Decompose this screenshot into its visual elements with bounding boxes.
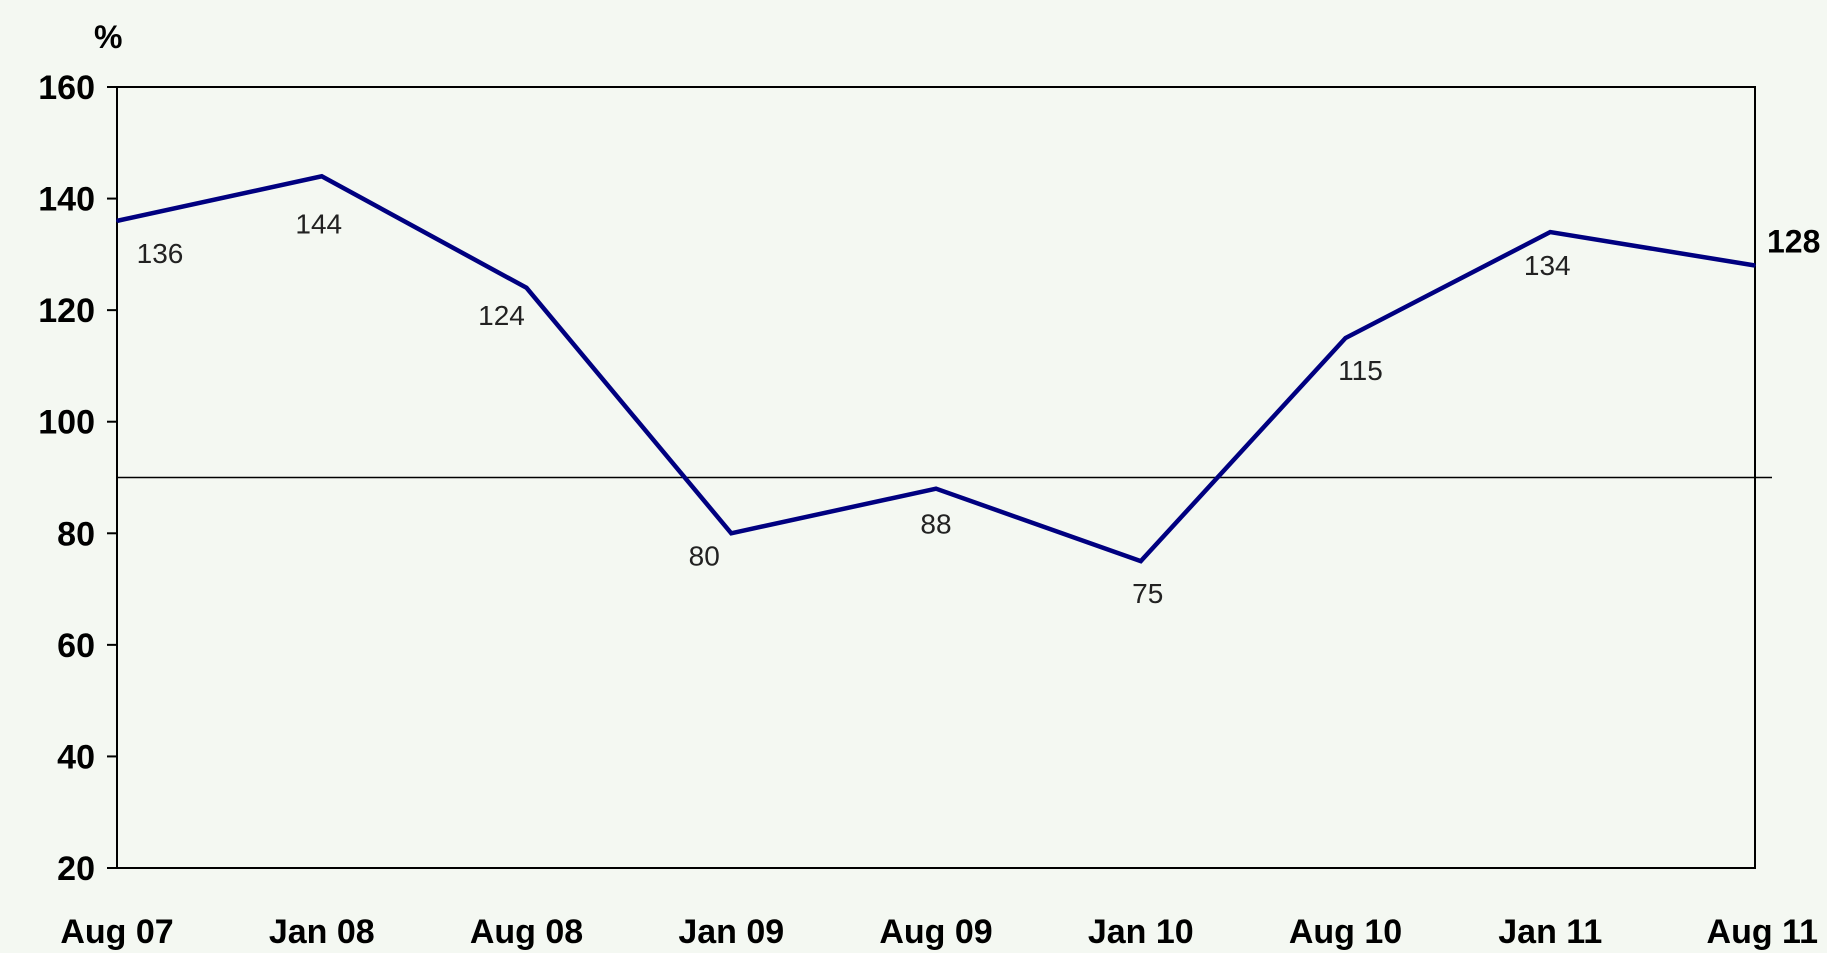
data-label: 88 — [920, 509, 951, 540]
x-tick-label: Jan 10 — [1088, 913, 1194, 951]
data-point — [1549, 231, 1552, 234]
y-tick-label: 160 — [38, 69, 95, 107]
data-point — [116, 219, 118, 222]
y-axis-unit-label: % — [94, 19, 122, 55]
series-group — [116, 173, 1756, 564]
y-axis-ticks: 160 140 120 100 80 60 40 20 — [38, 69, 117, 888]
x-tick-label: Aug 11 — [1707, 913, 1818, 951]
x-tick-label: Jan 09 — [678, 913, 784, 951]
data-point — [935, 487, 937, 490]
data-label: 80 — [689, 540, 720, 571]
data-label: 128 — [1767, 224, 1820, 260]
data-label: 134 — [1524, 250, 1571, 281]
y-tick-label: 80 — [57, 515, 95, 553]
y-tick-label: 120 — [38, 292, 95, 330]
data-point — [1139, 560, 1142, 563]
x-tick-label: Aug 08 — [470, 913, 583, 951]
y-tick-label: 40 — [57, 738, 95, 776]
data-point — [525, 286, 528, 289]
data-point — [320, 175, 323, 178]
data-point — [730, 532, 733, 535]
y-tick-label: 100 — [38, 404, 95, 442]
data-point — [1754, 264, 1756, 267]
x-axis-ticks: Aug 07 Jan 08 Aug 08 Jan 09 Aug 09 Jan 10 Aug … — [60, 913, 1818, 951]
series-line — [116, 173, 1756, 564]
data-point — [1344, 337, 1347, 340]
data-label: 124 — [478, 300, 525, 331]
y-tick-label: 20 — [57, 850, 95, 888]
x-tick-label: Aug 10 — [1289, 913, 1402, 951]
data-label: 115 — [1338, 355, 1383, 386]
x-tick-label: Aug 09 — [879, 913, 992, 951]
data-labels: 136 144 124 80 88 75 115 134 128 — [137, 208, 1821, 609]
data-label: 144 — [295, 208, 342, 239]
y-tick-label: 60 — [57, 627, 95, 665]
y-tick-label: 140 — [38, 181, 95, 219]
data-label: 136 — [137, 238, 184, 269]
x-tick-label: Aug 07 — [60, 913, 173, 951]
x-tick-label: Jan 08 — [269, 913, 375, 951]
data-label: 75 — [1132, 578, 1163, 609]
x-tick-label: Jan 11 — [1498, 913, 1602, 951]
